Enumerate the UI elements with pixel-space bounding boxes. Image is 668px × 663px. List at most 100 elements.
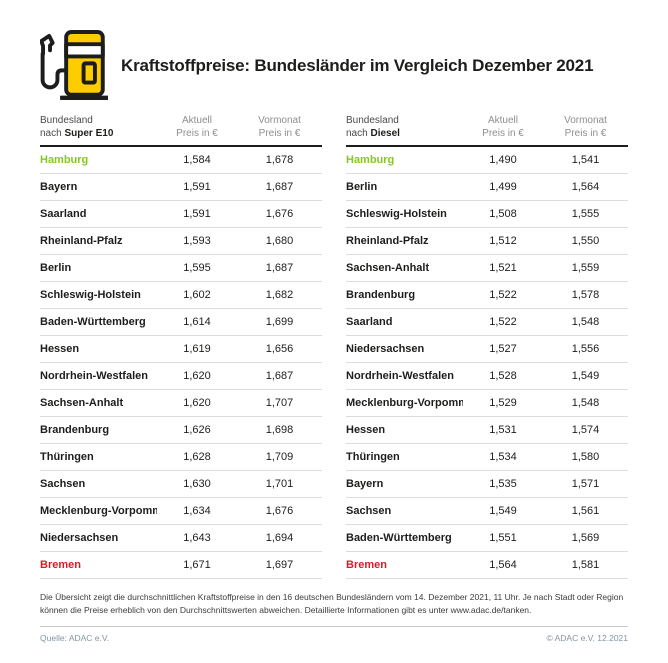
price-vormonat: 1,709 xyxy=(265,451,294,463)
price-aktuell: 1,531 xyxy=(489,424,517,436)
price-vormonat: 1,699 xyxy=(265,316,294,328)
price-aktuell: 1,522 xyxy=(489,289,517,301)
fuel-pump-icon xyxy=(40,30,108,100)
price-aktuell: 1,591 xyxy=(183,181,211,193)
price-vormonat: 1,656 xyxy=(265,343,294,355)
column-header-aktuell: Aktuell Preis in € xyxy=(176,115,218,139)
table-row: Thüringen 1,628 1,709 xyxy=(40,444,322,471)
price-aktuell: 1,619 xyxy=(183,343,211,355)
table-row: Mecklenburg-Vorpommern 1,634 1,676 xyxy=(40,498,322,525)
price-aktuell: 1,490 xyxy=(489,154,517,166)
price-vormonat: 1,549 xyxy=(571,370,600,382)
price-vormonat: 1,564 xyxy=(571,181,600,193)
price-vormonat: 1,559 xyxy=(571,262,600,274)
price-aktuell: 1,527 xyxy=(489,343,517,355)
table-row: Rheinland-Pfalz 1,593 1,680 xyxy=(40,228,322,255)
table-row: Rheinland-Pfalz 1,512 1,550 xyxy=(346,228,628,255)
state-name: Brandenburg xyxy=(40,424,110,436)
price-aktuell: 1,671 xyxy=(183,559,211,571)
state-name: Baden-Württemberg xyxy=(346,532,452,544)
table-row: Sachsen 1,630 1,701 xyxy=(40,471,322,498)
state-name: Bayern xyxy=(346,478,384,490)
price-aktuell: 1,626 xyxy=(183,424,211,436)
state-name: Thüringen xyxy=(346,451,400,463)
table-row: Brandenburg 1,626 1,698 xyxy=(40,417,322,444)
table-row: Schleswig-Holstein 1,508 1,555 xyxy=(346,201,628,228)
price-vormonat: 1,580 xyxy=(571,451,600,463)
table-body: Hamburg 1,584 1,678 Bayern 1,591 1,687 Saarlan… xyxy=(40,147,322,579)
price-aktuell: 1,534 xyxy=(489,451,517,463)
price-aktuell: 1,591 xyxy=(183,208,211,220)
price-aktuell: 1,499 xyxy=(489,181,517,193)
price-aktuell: 1,634 xyxy=(183,505,211,517)
price-aktuell: 1,528 xyxy=(489,370,517,382)
price-vormonat: 1,569 xyxy=(571,532,600,544)
table-row: Baden-Württemberg 1,551 1,569 xyxy=(346,525,628,552)
state-name: Bremen xyxy=(40,559,81,571)
table-row: Berlin 1,499 1,564 xyxy=(346,174,628,201)
price-vormonat: 1,555 xyxy=(571,208,600,220)
price-vormonat: 1,687 xyxy=(265,262,294,274)
table-row: Hessen 1,619 1,656 xyxy=(40,336,322,363)
price-vormonat: 1,676 xyxy=(265,208,294,220)
state-name: Hessen xyxy=(40,343,80,355)
footer: Quelle: ADAC e.V. © ADAC e.V. 12.2021 xyxy=(0,627,668,643)
table-row: Niedersachsen 1,527 1,556 xyxy=(346,336,628,363)
table-label-prefix: nach xyxy=(40,128,65,139)
state-name: Schleswig-Holstein xyxy=(346,208,447,220)
table-fuel-name: Super E10 xyxy=(64,128,114,139)
table-row: Sachsen-Anhalt 1,620 1,707 xyxy=(40,390,322,417)
price-aktuell: 1,564 xyxy=(489,559,517,571)
price-aktuell: 1,551 xyxy=(489,532,517,544)
table-header: Bundesland nach Super E10 Aktuell Preis … xyxy=(40,114,322,147)
table-label-prefix: nach xyxy=(346,128,371,139)
price-vormonat: 1,548 xyxy=(571,316,600,328)
column-header-bundesland: Bundesland nach Super E10 xyxy=(40,114,157,140)
table-row: Schleswig-Holstein 1,602 1,682 xyxy=(40,282,322,309)
table-row: Bayern 1,591 1,687 xyxy=(40,174,322,201)
price-aktuell: 1,630 xyxy=(183,478,211,490)
table-row: Sachsen 1,549 1,561 xyxy=(346,498,628,525)
price-aktuell: 1,522 xyxy=(489,316,517,328)
table-body: Hamburg 1,490 1,541 Berlin 1,499 1,564 Schlesw… xyxy=(346,147,628,579)
state-name: Nordrhein-Westfalen xyxy=(346,370,454,382)
table-row: Berlin 1,595 1,687 xyxy=(40,255,322,282)
table-row: Saarland 1,591 1,676 xyxy=(40,201,322,228)
price-aktuell: 1,643 xyxy=(183,532,211,544)
table-diesel: Bundesland nach Diesel Aktuell Preis in … xyxy=(346,114,628,579)
header: Kraftstoffpreise: Bundesländer im Vergle… xyxy=(0,0,668,110)
table-row: Bayern 1,535 1,571 xyxy=(346,471,628,498)
price-vormonat: 1,541 xyxy=(571,154,600,166)
price-vormonat: 1,571 xyxy=(571,478,600,490)
table-row: Saarland 1,522 1,548 xyxy=(346,309,628,336)
state-name: Rheinland-Pfalz xyxy=(40,235,123,247)
price-vormonat: 1,707 xyxy=(265,397,294,409)
price-aktuell: 1,620 xyxy=(183,397,211,409)
table-row: Bremen 1,671 1,697 xyxy=(40,552,322,579)
price-aktuell: 1,529 xyxy=(489,397,517,409)
page-title: Kraftstoffpreise: Bundesländer im Vergle… xyxy=(121,56,594,75)
price-aktuell: 1,584 xyxy=(183,154,211,166)
table-row: Bremen 1,564 1,581 xyxy=(346,552,628,579)
column-header-bundesland: Bundesland nach Diesel xyxy=(346,114,463,140)
state-name: Bayern xyxy=(40,181,78,193)
price-vormonat: 1,682 xyxy=(265,289,294,301)
table-header: Bundesland nach Diesel Aktuell Preis in … xyxy=(346,114,628,147)
state-name: Sachsen-Anhalt xyxy=(346,262,430,274)
footer-divider xyxy=(40,626,628,627)
price-aktuell: 1,521 xyxy=(489,262,517,274)
price-vormonat: 1,687 xyxy=(265,181,294,193)
price-aktuell: 1,535 xyxy=(489,478,517,490)
table-row: Hessen 1,531 1,574 xyxy=(346,417,628,444)
price-vormonat: 1,561 xyxy=(571,505,600,517)
price-aktuell: 1,628 xyxy=(183,451,211,463)
price-aktuell: 1,593 xyxy=(183,235,211,247)
state-name: Mecklenburg-Vorpommern xyxy=(40,505,157,517)
table-label-line1: Bundesland xyxy=(346,115,399,126)
table-fuel-name: Diesel xyxy=(370,128,400,139)
price-vormonat: 1,694 xyxy=(265,532,294,544)
state-name: Sachsen xyxy=(346,505,392,517)
price-aktuell: 1,614 xyxy=(183,316,211,328)
state-name: Hessen xyxy=(346,424,386,436)
state-name: Niedersachsen xyxy=(40,532,119,544)
